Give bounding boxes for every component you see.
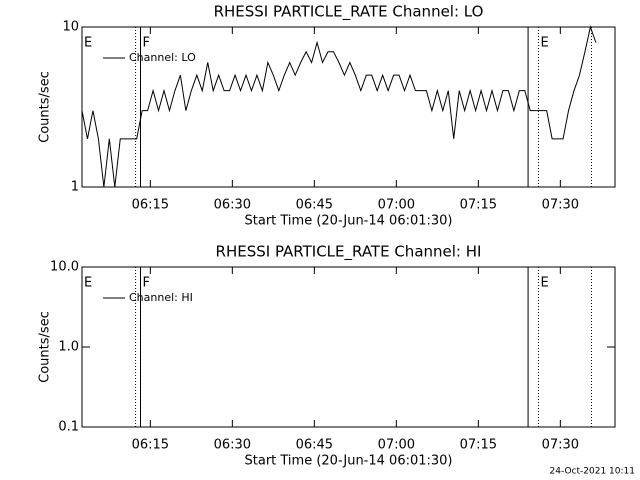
x-tick-label: 07:15 — [460, 198, 497, 213]
annotation: E — [540, 276, 548, 291]
x-tick-label: 07:00 — [378, 438, 415, 453]
y-tick-label: 10.0 — [50, 260, 79, 275]
x-tick-label: 07:30 — [542, 198, 579, 213]
x-tick-label: 07:00 — [378, 198, 415, 213]
data-line — [81, 25, 597, 188]
x-tick-label: 06:15 — [132, 198, 169, 213]
legend-label: Channel: LO — [129, 51, 196, 64]
x-tick-label: 06:30 — [214, 198, 251, 213]
annotation: F — [142, 36, 149, 51]
x-tick-label: 06:15 — [132, 438, 169, 453]
chart-title: RHESSI PARTICLE_RATE Channel: LO — [214, 3, 484, 22]
y-tick-label: 10 — [62, 20, 79, 35]
annotation: E — [84, 276, 92, 291]
x-tick-label: 07:30 — [542, 438, 579, 453]
x-axis-label: Start Time (20-Jun-14 06:01:30) — [245, 454, 453, 469]
x-tick-label: 07:15 — [460, 438, 497, 453]
chart-title: RHESSI PARTICLE_RATE Channel: HI — [216, 243, 482, 262]
annotation: E — [84, 36, 92, 51]
y-axis-label: Counts/sec — [38, 71, 53, 143]
annotation: E — [540, 36, 548, 51]
legend-label: Channel: HI — [129, 291, 193, 304]
y-tick-label: 0.1 — [58, 420, 79, 435]
x-tick-label: 06:30 — [214, 438, 251, 453]
y-axis-label: Counts/sec — [38, 311, 53, 383]
annotation: F — [142, 276, 149, 291]
plot-frame — [81, 26, 616, 188]
x-axis-label: Start Time (20-Jun-14 06:01:30) — [245, 214, 453, 229]
x-tick-label: 06:45 — [296, 198, 333, 213]
y-tick-label: 1 — [71, 180, 79, 195]
footer: 24-Oct-2021 10:11 — [550, 467, 635, 477]
x-tick-label: 06:45 — [296, 438, 333, 453]
y-tick-label: 1.0 — [58, 340, 79, 355]
